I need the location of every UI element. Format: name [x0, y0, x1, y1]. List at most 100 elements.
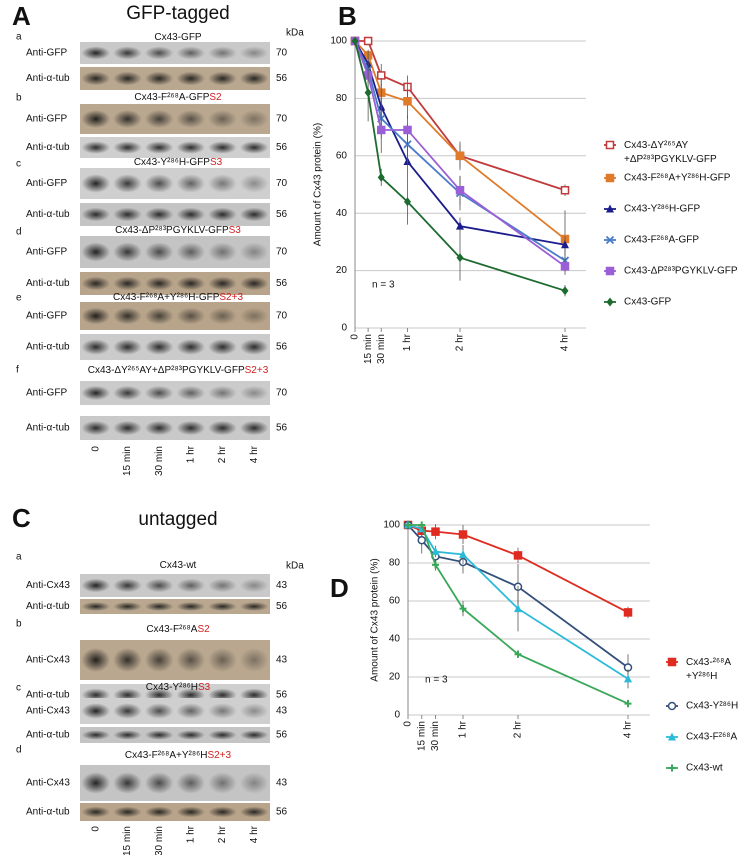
- kda-value: 56: [276, 601, 288, 612]
- y-tick-label: 20: [389, 672, 401, 683]
- series-line: [354, 40, 566, 268]
- phospho-site: S2+3: [219, 292, 243, 303]
- blot-band: [144, 71, 174, 86]
- x-tick-label: 1 hr: [402, 333, 413, 351]
- blot-letter: a: [16, 552, 22, 563]
- marker: [458, 530, 468, 539]
- x-tick-label: 4 hr: [560, 333, 571, 351]
- lane-label: 1 hr: [185, 445, 196, 463]
- kda-value: 70: [276, 178, 288, 189]
- lane-label: 2 hr: [217, 825, 228, 843]
- blot-band: [144, 420, 174, 436]
- phospho-site: S3: [229, 225, 242, 236]
- antibody-label: Anti-Cx43: [26, 655, 70, 666]
- blot-band: [208, 276, 237, 291]
- blot-band: [176, 174, 206, 193]
- kda-value: 56: [276, 209, 288, 220]
- blot-band: [113, 806, 142, 818]
- blot-band: [239, 174, 269, 193]
- legend-label: Cx43-F²⁶⁸A+Y²⁸⁶H-GFP: [624, 173, 731, 184]
- blot-band: [144, 602, 174, 611]
- lane-label: 4 hr: [249, 825, 260, 843]
- kda-value: 56: [276, 278, 288, 289]
- blot-band: [208, 578, 237, 593]
- marker: [364, 88, 372, 98]
- marker: [514, 650, 522, 658]
- blot-band: [176, 276, 206, 291]
- blot-title: Cx43-F²⁶⁸A+Y²⁸⁶H-GFPS2+3: [113, 292, 243, 303]
- blot-letter: a: [16, 32, 22, 43]
- antibody-label: Anti-α-tub: [26, 142, 70, 153]
- blot-title: Cx43-Y²⁸⁶H-GFPS3: [134, 157, 223, 168]
- kda-value: 70: [276, 48, 288, 59]
- blot-band: [81, 730, 111, 740]
- x-tick-label: 15 min: [363, 334, 374, 364]
- kda-value: 56: [276, 423, 288, 434]
- blot-band: [208, 648, 237, 672]
- lane-label: 2 hr: [217, 445, 228, 463]
- lane-label: 4 hr: [249, 445, 260, 463]
- blot-band: [239, 339, 269, 355]
- marker: [605, 266, 615, 276]
- antibody-label: Anti-α-tub: [26, 690, 70, 701]
- y-tick-label: 100: [330, 36, 347, 47]
- blot-band: [208, 420, 237, 436]
- blot-band: [208, 141, 237, 154]
- x-tick-label: 0: [403, 721, 414, 727]
- blot-band: [239, 578, 269, 593]
- legend-label: Cx43-Y²⁸⁶H-GFP: [624, 204, 700, 215]
- antibody-label: Anti-Cx43: [26, 706, 70, 717]
- blot-letter: b: [16, 619, 22, 630]
- lane-label: 30 min: [154, 826, 165, 855]
- blot-band: [81, 141, 111, 154]
- blot-title: Cx43-GFP: [154, 32, 202, 43]
- blot-letter: c: [16, 683, 21, 694]
- y-tick-label: 60: [336, 150, 348, 161]
- construct-name: Cx43-Y²⁸⁶H: [146, 682, 198, 693]
- blot-band: [239, 307, 269, 325]
- y-tick-label: 0: [341, 323, 347, 334]
- lane-label: 15 min: [122, 826, 133, 855]
- blot-title: Cx43-ΔP²⁸³PGYKLV-GFPS3: [115, 225, 241, 236]
- antibody-label: Anti-GFP: [26, 247, 67, 258]
- y-tick-label: 100: [383, 520, 400, 531]
- x-tick-label: 30 min: [430, 721, 441, 751]
- panel-letter: A: [12, 1, 31, 31]
- blot-band: [113, 648, 142, 672]
- y-axis-label: Amount of Cx43 protein (%): [370, 558, 381, 681]
- phospho-site: S2+3: [207, 750, 231, 761]
- blot-band: [113, 307, 142, 325]
- blot-band: [81, 110, 111, 128]
- marker: [606, 204, 614, 213]
- blot-band: [208, 703, 237, 719]
- marker: [623, 608, 633, 617]
- blot-band: [239, 46, 269, 60]
- marker: [455, 151, 465, 161]
- blot-band: [113, 207, 142, 222]
- y-tick-label: 40: [336, 208, 348, 219]
- antibody-label: Anti-GFP: [26, 114, 67, 125]
- blot-band: [176, 385, 206, 401]
- x-tick-label: 2 hr: [513, 720, 524, 738]
- marker: [459, 605, 467, 613]
- antibody-label: Anti-α-tub: [26, 73, 70, 84]
- blot-band: [144, 174, 174, 193]
- blot-strip: [80, 334, 270, 360]
- blot-band: [144, 339, 174, 355]
- blot-band: [239, 806, 269, 818]
- phospho-site: S2+3: [245, 365, 269, 376]
- blot-band: [208, 71, 237, 86]
- lane-label: 30 min: [154, 446, 165, 476]
- blot-strip: [80, 104, 270, 134]
- blot-band: [81, 46, 111, 60]
- blot-band: [113, 276, 142, 291]
- blot-band: [81, 806, 111, 818]
- y-tick-label: 20: [336, 265, 348, 276]
- blot-letter: d: [16, 745, 22, 756]
- blot-band: [144, 772, 174, 794]
- blot-band: [113, 110, 142, 128]
- marker: [456, 253, 464, 263]
- blot-strip: [80, 698, 270, 724]
- blot-band: [176, 339, 206, 355]
- construct-name: Cx43-wt: [160, 560, 197, 571]
